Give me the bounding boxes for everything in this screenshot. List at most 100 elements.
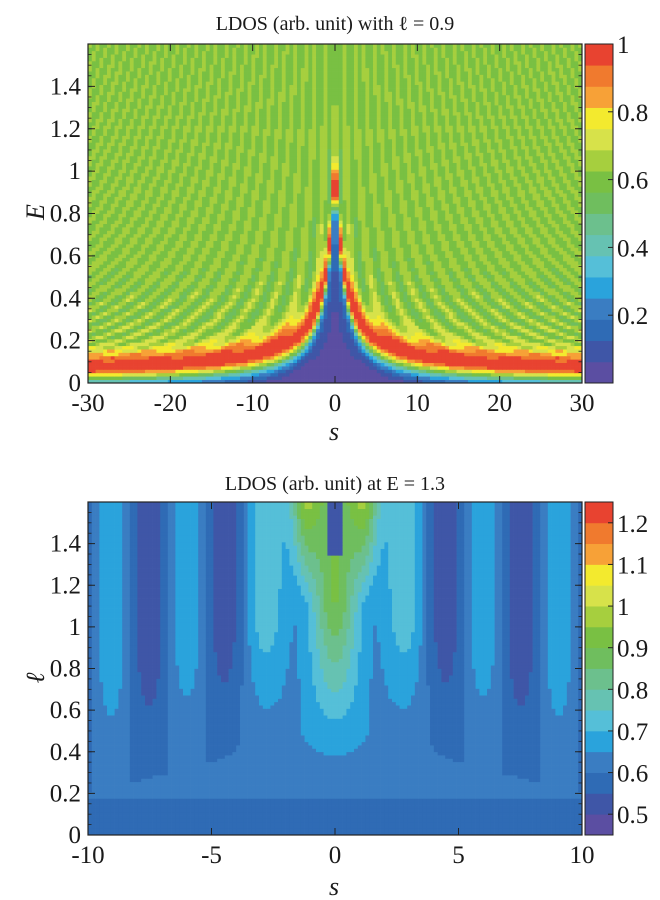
chart-top-heatmap-cell (377, 325, 381, 329)
chart-top-heatmap-cell (320, 359, 324, 363)
chart-top-heatmap-cell (175, 275, 179, 279)
chart-top-heatmap-cell (92, 332, 96, 336)
chart-top-heatmap-cell (331, 295, 335, 299)
chart-top-heatmap-cell (381, 336, 385, 340)
chart-top-heatmap-cell (472, 278, 476, 282)
chart-top-heatmap-cell (115, 349, 119, 353)
chart-top-heatmap-cell (115, 315, 119, 319)
chart-top-heatmap-cell (438, 363, 442, 367)
chart-top-heatmap-cell (107, 302, 111, 306)
chart-top-heatmap-cell (137, 278, 141, 282)
chart-top-heatmap-cell (172, 332, 176, 336)
chart-top-heatmap-cell (213, 261, 217, 265)
chart-top-heatmap-cell (145, 254, 149, 258)
chart-top-heatmap-cell (388, 322, 392, 326)
chart-top-heatmap-cell (392, 322, 396, 326)
chart-top-heatmap-cell (107, 356, 111, 360)
chart-top-heatmap-cell (555, 352, 559, 356)
chart-top-heatmap-cell (172, 254, 176, 258)
chart-top-heatmap-cell (115, 258, 119, 262)
chart-top-heatmap-cell (88, 281, 92, 285)
chart-top-heatmap-cell (255, 261, 259, 265)
chart-top-heatmap-cell (430, 264, 434, 268)
chart-top-heatmap-cell (552, 302, 556, 306)
chart-top-heatmap-cell (335, 359, 339, 363)
chart-top-heatmap-cell (419, 329, 423, 333)
chart-top-heatmap-cell (491, 373, 495, 377)
chart-top-heatmap-cell (175, 315, 179, 319)
chart-top-heatmap-cell (282, 254, 286, 258)
chart-top-heatmap-cell (358, 366, 362, 370)
chart-top-heatmap-cell (415, 342, 419, 346)
chart-top-heatmap-cell (533, 322, 537, 326)
chart-top-heatmap-cell (103, 295, 107, 299)
chart-top-heatmap-cell (198, 305, 202, 309)
chart-top-heatmap-cell (407, 291, 411, 295)
chart-top-heatmap-cell (194, 339, 198, 343)
chart-top-heatmap-cell (354, 288, 358, 292)
chart-top-heatmap-cell (293, 268, 297, 272)
chart-top-heatmap-cell (137, 298, 141, 302)
chart-top-heatmap-cell (377, 339, 381, 343)
chart-top-heatmap-cell (122, 332, 126, 336)
chart-top-heatmap-cell (130, 302, 134, 306)
chart-top-heatmap-cell (202, 295, 206, 299)
chart-top-heatmap-cell (270, 298, 274, 302)
chart-top-heatmap-cell (312, 363, 316, 367)
chart-top-heatmap-cell (99, 295, 103, 299)
chart-top-heatmap-cell (251, 322, 255, 326)
chart-top-heatmap-cell (316, 346, 320, 350)
chart-top-heatmap-cell (324, 288, 328, 292)
chart-top-heatmap-cell (187, 346, 191, 350)
chart-top-heatmap-cell (99, 302, 103, 306)
chart-top-heatmap-cell (529, 312, 533, 316)
chart-top-heatmap-cell (491, 356, 495, 360)
chart-top-heatmap-cell (320, 268, 324, 272)
chart-top-heatmap-cell (388, 329, 392, 333)
chart-top-heatmap-cell (240, 312, 244, 316)
chart-top-heatmap-cell (206, 356, 210, 360)
chart-top-heatmap-cell (487, 329, 491, 333)
chart-top-heatmap-cell (115, 254, 119, 258)
chart-top-heatmap-cell (286, 346, 290, 350)
chart-top-heatmap-cell (365, 264, 369, 268)
chart-top-heatmap-cell (453, 376, 457, 380)
chart-top-heatmap-cell (274, 278, 278, 282)
chart-top-heatmap-cell (419, 322, 423, 326)
chart-top-heatmap-cell (411, 349, 415, 353)
chart-top-heatmap-cell (491, 339, 495, 343)
chart-top-heatmap-cell (210, 373, 214, 377)
chart-top-heatmap-cell (487, 298, 491, 302)
chart-top-heatmap-cell (373, 363, 377, 367)
chart-top-heatmap-cell (502, 339, 506, 343)
chart-top-heatmap-cell (525, 302, 529, 306)
chart-top-heatmap-cell (312, 319, 316, 323)
chart-top-heatmap-cell (118, 271, 122, 275)
chart-top-heatmap-cell (236, 278, 240, 282)
chart-top-heatmap-cell (415, 363, 419, 367)
chart-top-heatmap-cell (476, 275, 480, 279)
chart-top-heatmap-cell (126, 291, 130, 295)
chart-top-heatmap-cell (381, 285, 385, 289)
chart-top-heatmap-cell (179, 352, 183, 356)
chart-top-heatmap-cell (384, 336, 388, 340)
chart-top-heatmap-cell (468, 264, 472, 268)
chart-top-heatmap-cell (468, 281, 472, 285)
chart-top-heatmap-cell (457, 315, 461, 319)
chart-top-heatmap-cell (141, 369, 145, 373)
chart-top-heatmap-cell (346, 268, 350, 272)
chart-top-heatmap-cell (510, 336, 514, 340)
chart-top-heatmap-cell (396, 315, 400, 319)
chart-top-heatmap-cell (449, 346, 453, 350)
chart-top-heatmap-cell (293, 339, 297, 343)
chart-top-heatmap-cell (160, 268, 164, 272)
chart-top-heatmap-cell (536, 359, 540, 363)
chart-top-heatmap-cell (415, 261, 419, 265)
chart-top-heatmap-cell (533, 312, 537, 316)
chart-top-heatmap-cell (521, 281, 525, 285)
chart-top-heatmap-cell (259, 295, 263, 299)
chart-top-heatmap-cell (449, 356, 453, 360)
chart-top-heatmap-cell (555, 363, 559, 367)
chart-top-heatmap-cell (172, 261, 176, 265)
chart-top-heatmap-cell (312, 302, 316, 306)
